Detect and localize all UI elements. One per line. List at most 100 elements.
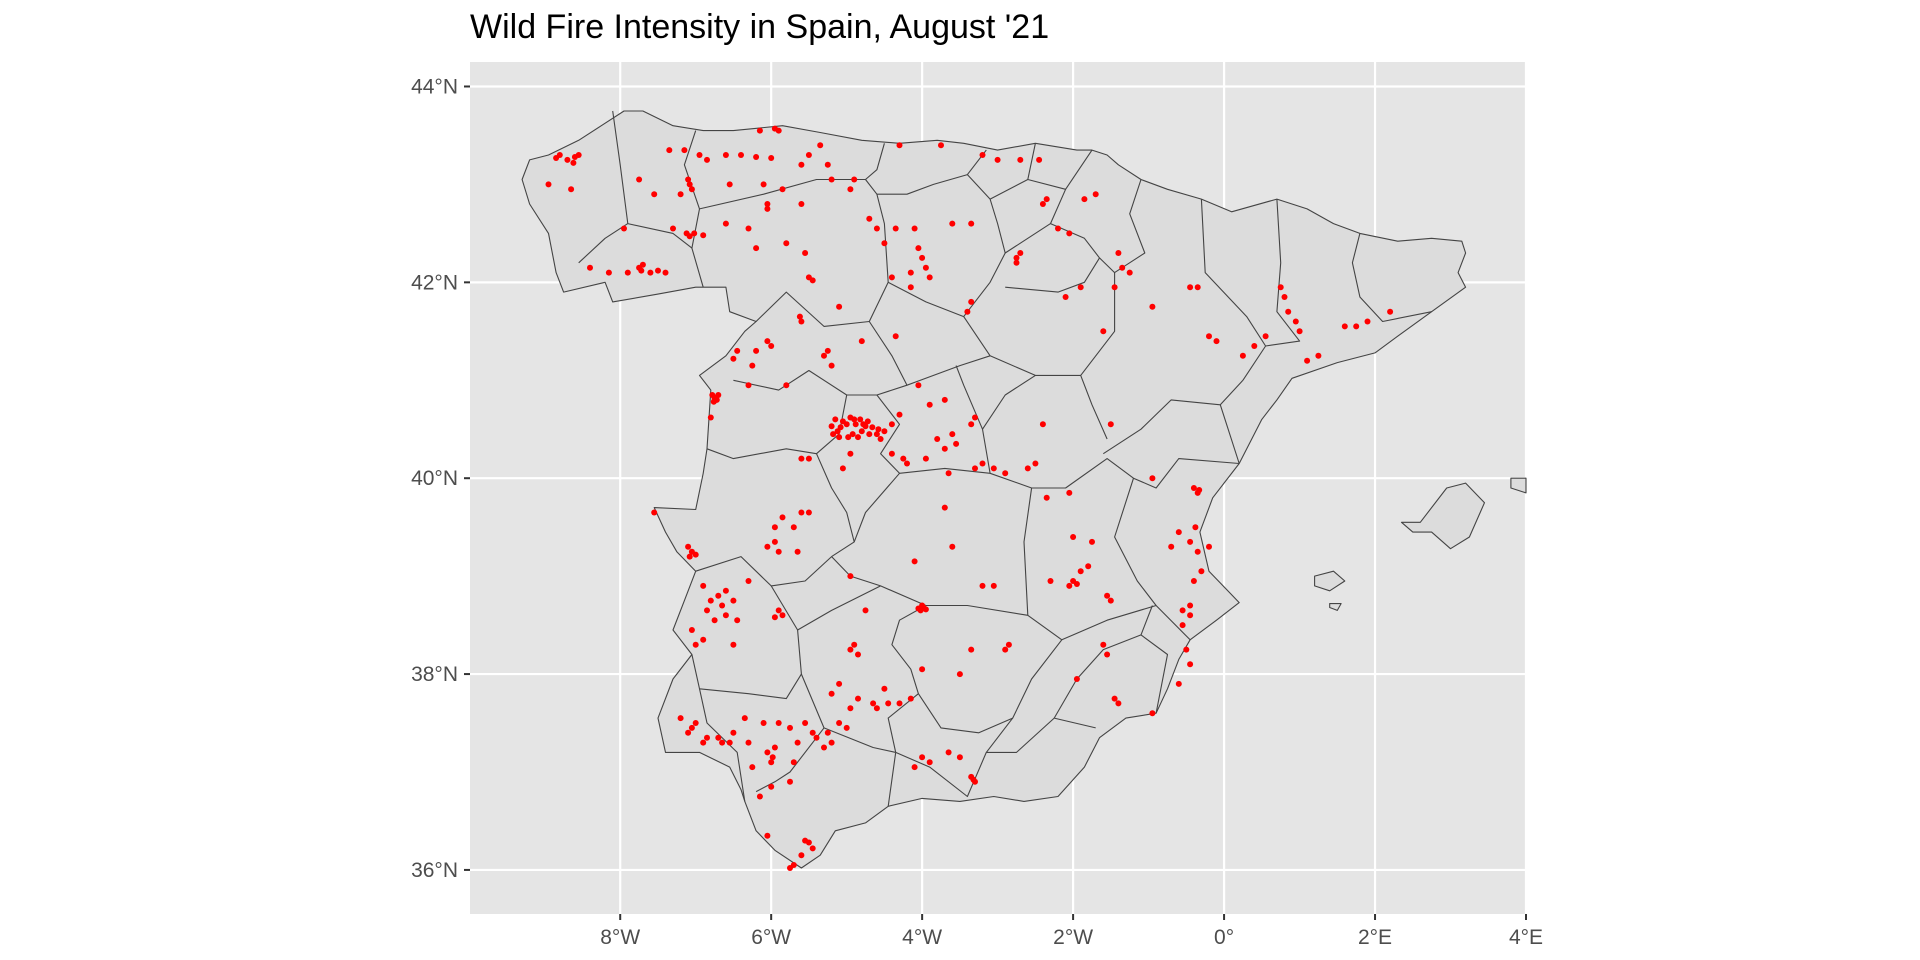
fire-point [836, 434, 843, 441]
fire-point [730, 729, 737, 736]
fire-point [692, 720, 699, 726]
fire-point [760, 720, 767, 726]
fire-point [1092, 191, 1099, 198]
fire-point [1292, 318, 1299, 325]
province-border-26 [989, 458, 1240, 489]
fire-point [941, 445, 948, 452]
fire-point [949, 220, 956, 227]
fire-point [907, 284, 914, 291]
fire-point [907, 269, 914, 276]
province-border-18 [963, 316, 1081, 376]
fire-point [710, 398, 717, 405]
fire-point [809, 277, 816, 284]
x-tick-label: 0° [1214, 926, 1234, 949]
fire-point [1353, 323, 1360, 330]
axis-ticks [464, 85, 1527, 920]
fire-point [662, 269, 669, 276]
fire-point [875, 426, 882, 433]
fire-point [771, 524, 778, 531]
fire-point [794, 739, 801, 746]
fire-point [1187, 602, 1194, 609]
fire-point [745, 382, 752, 389]
formentera-island [1329, 603, 1342, 611]
fire-point [873, 431, 880, 438]
fire-point [1073, 676, 1080, 682]
x-tick-label: 4°E [1509, 926, 1543, 949]
fire-point [956, 671, 963, 678]
fire-point [621, 225, 627, 232]
y-tick-label: 44°N [411, 75, 458, 98]
x-tick-label: 4°W [902, 926, 942, 949]
fire-point [1085, 563, 1092, 570]
fire-point [938, 142, 944, 149]
province-border-25 [982, 374, 1036, 430]
menorca-island [1510, 477, 1527, 494]
fire-point [764, 205, 771, 212]
fire-point [862, 607, 869, 614]
x-tick-label: 2°E [1358, 926, 1392, 949]
fire-point [1036, 156, 1043, 163]
fire-point [941, 504, 948, 511]
fire-point [802, 250, 809, 256]
fire-point [953, 440, 960, 447]
fire-point [911, 764, 918, 771]
fire-point [730, 641, 737, 648]
fire-point [851, 641, 858, 648]
fire-point [1111, 284, 1118, 291]
fire-point [666, 147, 673, 154]
fire-point [768, 759, 775, 766]
fire-point [775, 548, 782, 555]
fire-point [1190, 485, 1197, 491]
fire-point [730, 597, 737, 604]
fire-point [1077, 568, 1084, 575]
fire-point [638, 267, 645, 274]
fire-point [787, 724, 793, 731]
fire-point [570, 159, 577, 166]
fire-point [926, 401, 933, 408]
fire-point [1364, 318, 1371, 325]
fire-point [700, 739, 707, 746]
fire-point [849, 431, 856, 438]
fire-point [915, 605, 922, 612]
fire-point [715, 734, 722, 741]
fire-point [704, 734, 710, 741]
fire-point [756, 793, 763, 800]
fire-point [575, 152, 582, 158]
province-border-24 [876, 365, 991, 474]
province-border-16 [1103, 399, 1221, 455]
province-border-42 [1140, 605, 1153, 636]
fire-point [911, 558, 918, 565]
province-border-34 [698, 688, 746, 802]
fire-point [651, 191, 658, 198]
fire-point [828, 423, 835, 430]
fire-point [779, 186, 786, 193]
fire-point [922, 455, 929, 462]
fire-point [779, 514, 786, 521]
fire-point [817, 142, 824, 149]
fire-point [824, 347, 831, 354]
fire-point [798, 201, 805, 207]
fire-point [1070, 534, 1077, 540]
fire-point [753, 245, 760, 252]
fire-point [922, 264, 929, 271]
fire-point [805, 455, 812, 462]
fire-point [688, 186, 695, 193]
fire-point [764, 201, 771, 207]
chart-title: Wild Fire Intensity in Spain, August '21 [470, 8, 1050, 46]
fire-point [1100, 328, 1107, 335]
fire-point [749, 764, 756, 771]
fire-point [1100, 641, 1107, 648]
fire-point [688, 724, 695, 731]
fire-point [745, 578, 752, 584]
fire-point [769, 754, 776, 761]
fire-point [1039, 421, 1046, 428]
fire-point [624, 269, 631, 276]
y-tick-label: 40°N [411, 467, 458, 490]
fire-point [824, 161, 831, 168]
province-border-29 [853, 472, 900, 543]
fire-point [700, 636, 707, 643]
fire-point [700, 582, 707, 589]
fire-point [855, 434, 861, 441]
fire-point [892, 333, 899, 340]
fire-point [764, 338, 771, 345]
